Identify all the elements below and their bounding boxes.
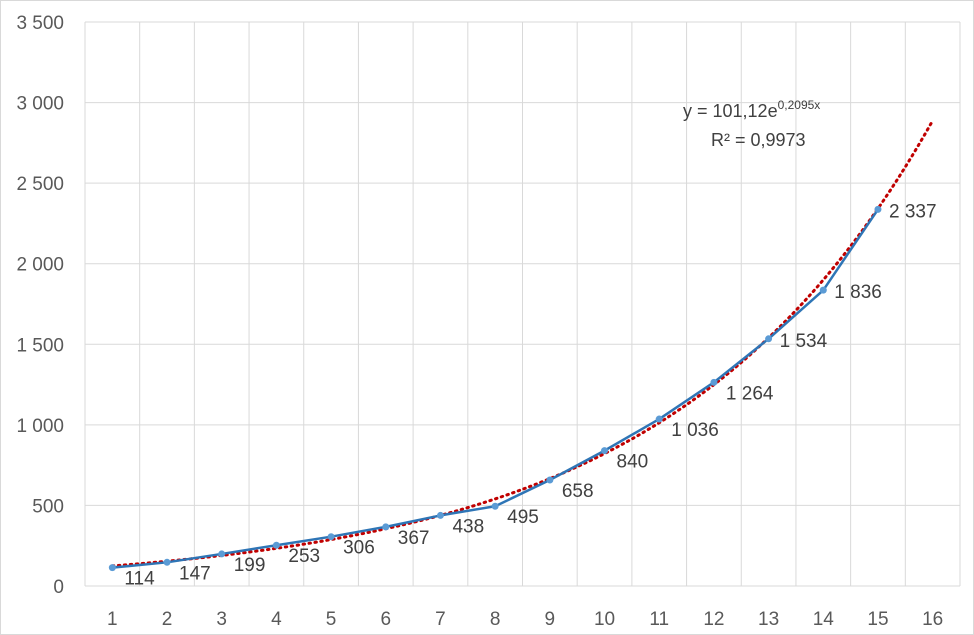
y-tick-label: 1 500: [16, 335, 64, 356]
r-squared-text: R² = 0,9973: [711, 130, 806, 150]
data-label: 1 836: [834, 282, 882, 303]
data-label: 367: [398, 528, 430, 549]
data-labels: 114 147 199 253 306 367 438 495 658 840 1 036 1 264…: [124, 201, 936, 589]
x-tick-label: 8: [490, 609, 501, 630]
x-tick-label: 6: [380, 609, 391, 630]
data-point: [601, 447, 609, 455]
data-label: 438: [452, 516, 484, 537]
x-tick-label: 10: [594, 609, 615, 630]
data-label: 306: [343, 538, 375, 559]
data-point: [655, 415, 663, 423]
data-point: [874, 205, 882, 213]
x-tick-label: 2: [162, 609, 173, 630]
data-point: [819, 286, 827, 294]
data-point: [491, 502, 499, 510]
data-point: [382, 523, 390, 531]
x-tick-label: 1: [107, 609, 118, 630]
data-point: [218, 550, 226, 558]
gridlines: [84, 21, 961, 587]
data-point: [436, 511, 444, 519]
y-tick-label: 2 000: [16, 255, 64, 276]
data-label: 1 264: [726, 383, 774, 404]
trendline: [110, 119, 935, 568]
trendline-equation: y = 101,12e0,2095x R² = 0,9973: [683, 98, 820, 150]
x-tick-label: 15: [867, 609, 888, 630]
x-tick-label: 9: [545, 609, 556, 630]
y-tick-label: 2 500: [16, 174, 64, 195]
data-label: 495: [507, 507, 539, 528]
y-tick-label: 500: [32, 496, 64, 517]
data-point: [765, 335, 773, 343]
series: [108, 205, 882, 572]
data-point: [108, 564, 116, 572]
x-tick-label: 4: [271, 609, 282, 630]
data-label: 147: [179, 563, 211, 584]
x-tick-label: 13: [758, 609, 779, 630]
y-tick-label: 1 000: [16, 416, 64, 437]
trendline-path: [110, 119, 935, 568]
y-tick-label: 0: [53, 577, 64, 598]
data-label: 658: [562, 481, 594, 502]
x-tick-label: 12: [703, 609, 724, 630]
data-label: 840: [617, 452, 649, 473]
data-point: [546, 476, 554, 484]
data-label: 114: [124, 569, 155, 590]
x-tick-label: 3: [216, 609, 227, 630]
x-tick-label: 5: [326, 609, 337, 630]
data-point: [327, 533, 335, 541]
y-tick-label: 3 500: [16, 13, 64, 34]
x-tick-label: 16: [922, 609, 943, 630]
data-label: 1 036: [671, 420, 719, 441]
x-tick-label: 11: [649, 609, 669, 630]
data-point: [272, 541, 280, 549]
data-label: 2 337: [889, 201, 937, 222]
data-label: 253: [288, 546, 320, 567]
x-tick-label: 14: [813, 609, 835, 630]
equation-exponent: 0,2095x: [778, 98, 821, 112]
y-tick-label: 3 000: [16, 94, 64, 115]
data-label: 199: [234, 555, 266, 576]
data-label: 1 534: [780, 331, 828, 352]
trendline-equation-text: y = 101,12e0,2095x: [683, 98, 820, 121]
data-point: [710, 378, 718, 386]
equation-base: y = 101,12e: [683, 101, 778, 121]
x-tick-label: 7: [435, 609, 446, 630]
data-point: [163, 558, 171, 566]
